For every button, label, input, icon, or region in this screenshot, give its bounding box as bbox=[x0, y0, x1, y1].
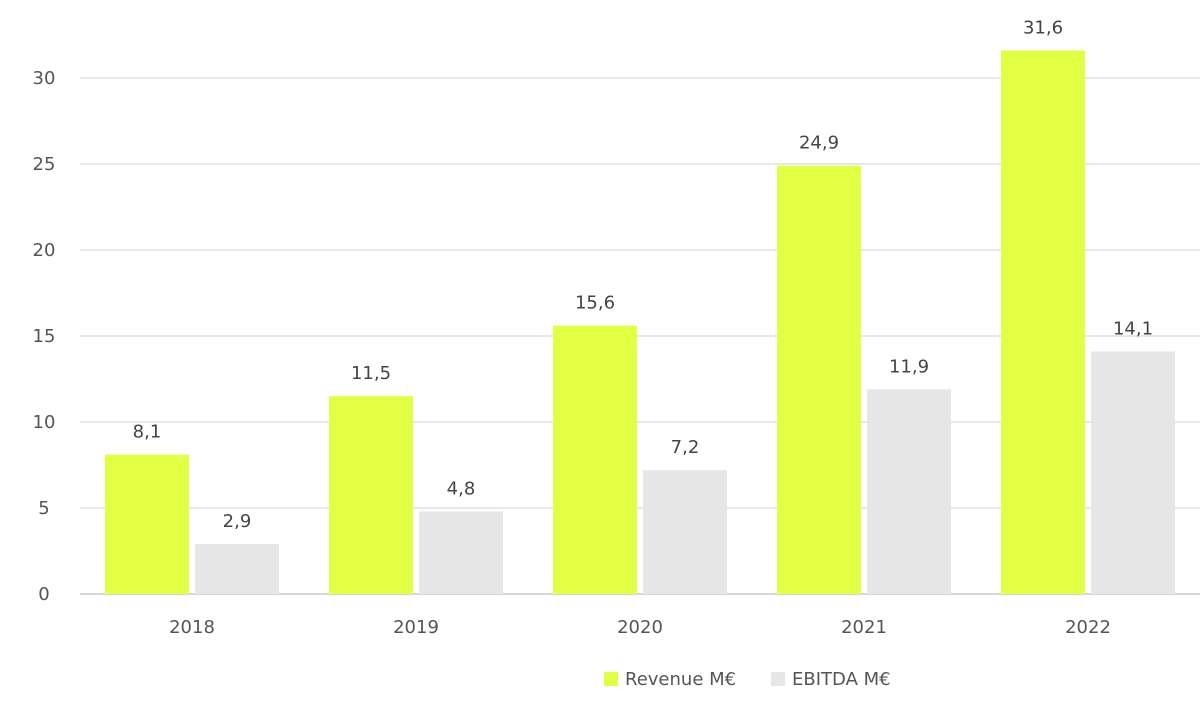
legend-swatch bbox=[604, 672, 618, 686]
legend: Revenue M€ EBITDA M€ bbox=[604, 669, 891, 690]
x-tick-label: 2019 bbox=[393, 617, 439, 638]
bar-revenue-2021 bbox=[777, 165, 861, 594]
data-label: 14,1 bbox=[1113, 318, 1153, 339]
data-labels: 8,1 2,9 11,5 4,8 15,6 7,2 24,9 11,9 31,6 14,1 bbox=[133, 17, 1153, 532]
bar-ebitda-2021 bbox=[867, 389, 951, 594]
x-tick-label: 2022 bbox=[1065, 617, 1111, 638]
bars bbox=[105, 50, 1175, 595]
y-tick-label: 5 bbox=[38, 498, 49, 519]
bar-ebitda-2022 bbox=[1091, 351, 1175, 594]
gridlines bbox=[80, 77, 1200, 595]
data-label: 8,1 bbox=[133, 422, 162, 443]
y-tick-label: 0 bbox=[38, 584, 49, 605]
y-tick-label: 15 bbox=[33, 326, 56, 347]
data-label: 11,9 bbox=[889, 356, 929, 377]
y-tick-label: 20 bbox=[33, 240, 56, 261]
x-tick-label: 2021 bbox=[841, 617, 887, 638]
y-tick-label: 30 bbox=[33, 68, 56, 89]
data-label: 11,5 bbox=[351, 363, 391, 384]
data-label: 31,6 bbox=[1023, 17, 1063, 38]
y-tick-label: 10 bbox=[33, 412, 56, 433]
x-tick-label: 2020 bbox=[617, 617, 663, 638]
data-label: 7,2 bbox=[671, 437, 700, 458]
x-tick-label: 2018 bbox=[169, 617, 215, 638]
legend-label: EBITDA M€ bbox=[792, 669, 891, 690]
bar-ebitda-2020 bbox=[643, 470, 727, 594]
data-label: 2,9 bbox=[223, 511, 252, 532]
data-label: 15,6 bbox=[575, 293, 615, 314]
x-axis-ticks: 2018 2019 2020 2021 2022 bbox=[169, 617, 1111, 638]
bar-revenue-2022 bbox=[1001, 50, 1085, 595]
bar-revenue-2019 bbox=[329, 396, 413, 594]
bar-revenue-2020 bbox=[553, 325, 637, 594]
data-label: 4,8 bbox=[447, 478, 476, 499]
y-axis-ticks: 0 5 10 15 20 25 30 bbox=[33, 68, 56, 605]
bar-ebitda-2018 bbox=[195, 544, 279, 594]
bar-revenue-2018 bbox=[105, 454, 189, 594]
data-label: 24,9 bbox=[799, 133, 839, 154]
legend-label: Revenue M€ bbox=[625, 669, 736, 690]
y-tick-label: 25 bbox=[33, 154, 56, 175]
bar-ebitda-2019 bbox=[419, 511, 503, 594]
legend-swatch bbox=[771, 672, 785, 686]
